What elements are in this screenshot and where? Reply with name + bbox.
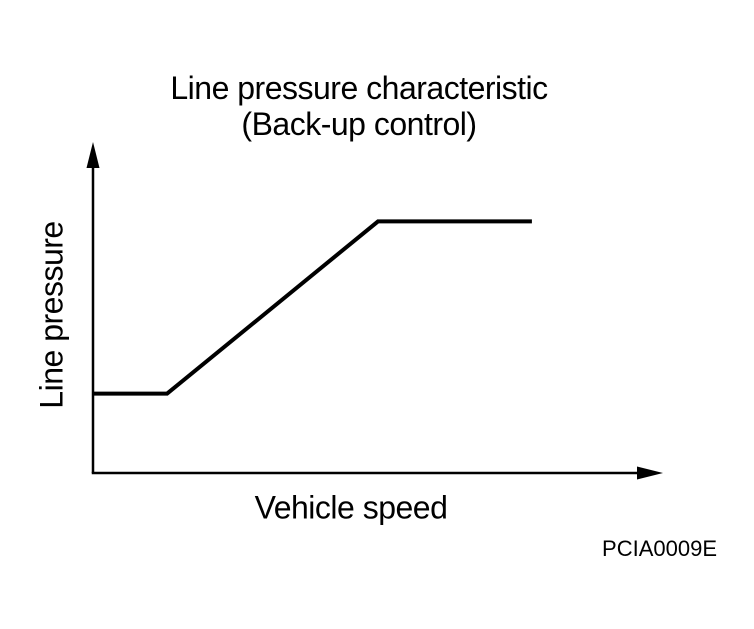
chart-title-block: Line pressure characteristic (Back-up co…	[170, 70, 548, 142]
pressure-curve	[93, 219, 532, 396]
chart-subtitle: (Back-up control)	[241, 106, 477, 142]
y-axis-arrowhead	[86, 142, 100, 168]
y-axis-label: Line pressure	[33, 221, 70, 409]
chart-title: Line pressure characteristic	[170, 70, 548, 106]
x-axis-label: Vehicle speed	[254, 489, 448, 526]
figure-code: PCIA0009E	[602, 536, 717, 561]
x-axis-arrowhead	[637, 466, 663, 480]
